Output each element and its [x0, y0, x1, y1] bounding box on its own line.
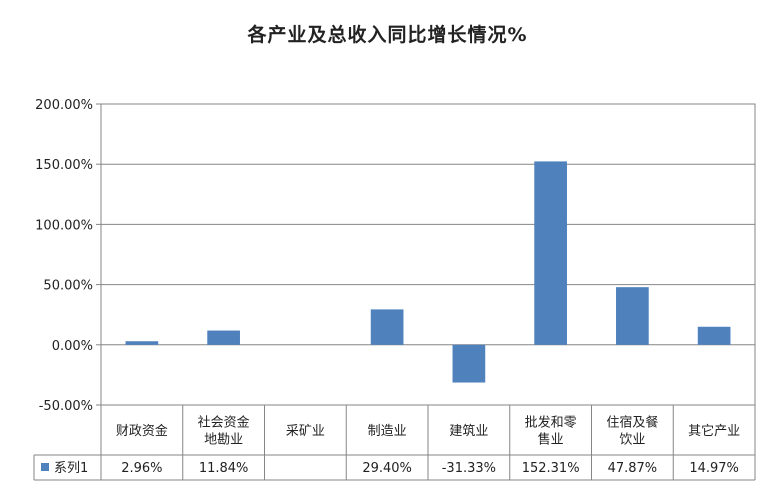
y-tick-label: 200.00% [35, 98, 93, 113]
data-label: 29.40% [362, 461, 412, 476]
data-label: 14.97% [689, 461, 739, 476]
y-tick-label: 150.00% [35, 158, 93, 173]
y-tick-label: 100.00% [35, 218, 93, 233]
bar-7 [697, 326, 731, 345]
legend-label: 系列1 [54, 461, 88, 476]
bar-6 [616, 287, 649, 345]
plot-area [100, 103, 756, 406]
bar-4 [452, 344, 486, 383]
category-label: 批发和零 [525, 415, 577, 431]
data-label: -31.33% [442, 461, 496, 476]
data-label: 11.84% [199, 461, 249, 476]
bar-0 [125, 341, 159, 345]
category-label: 社会资金 [198, 415, 250, 431]
bar-5 [534, 161, 567, 345]
category-label: 财政资金 [116, 423, 168, 439]
category-label: 饮业 [619, 433, 645, 448]
data-label: 47.87% [608, 461, 658, 476]
data-label: 152.31% [522, 461, 580, 476]
bar-1 [207, 330, 240, 345]
category-label: 采矿业 [286, 424, 325, 439]
chart-title: 各产业及总收入同比增长情况% [247, 24, 528, 46]
category-label: 制造业 [368, 424, 407, 439]
category-label: 建筑业 [449, 423, 488, 439]
y-tick-label: 50.00% [43, 279, 93, 294]
y-tick-label: -50.00% [39, 399, 93, 414]
legend-swatch [41, 463, 49, 471]
y-tick-label: 0.00% [52, 339, 93, 354]
category-label: 住宿及餐 [606, 415, 658, 431]
category-label: 售业 [538, 432, 564, 448]
data-label: 2.96% [121, 461, 162, 476]
category-label: 地勘业 [204, 433, 243, 448]
bar-3 [370, 309, 404, 345]
category-label: 其它产业 [688, 423, 740, 439]
